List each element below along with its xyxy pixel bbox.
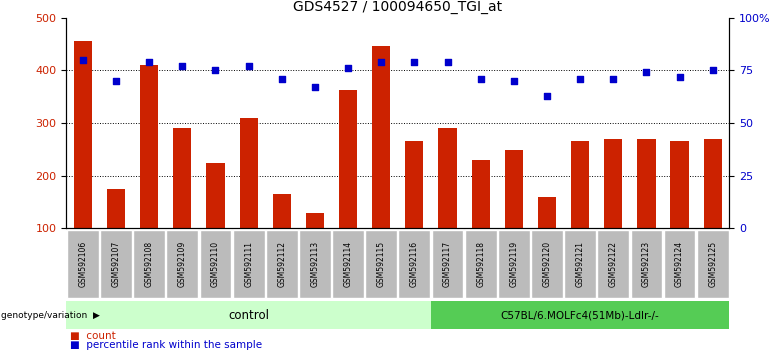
Bar (239, 118, 257, 228)
Bar (339, 90, 357, 228)
Bar (207, 162, 225, 228)
Bar (531, 230, 563, 298)
Bar (604, 139, 622, 228)
Bar (704, 139, 722, 228)
Bar (66, 301, 431, 330)
Text: GSM592110: GSM592110 (211, 241, 220, 287)
Bar (431, 230, 463, 298)
Text: GSM592121: GSM592121 (576, 241, 585, 287)
Bar (538, 197, 556, 228)
Bar (299, 230, 331, 298)
Bar (697, 230, 729, 298)
Point (508, 78, 520, 84)
Text: C57BL/6.MOLFc4(51Mb)-Ldlr-/-: C57BL/6.MOLFc4(51Mb)-Ldlr-/- (501, 310, 660, 320)
Bar (365, 230, 397, 298)
Point (342, 65, 354, 71)
Bar (133, 230, 165, 298)
Bar (74, 41, 92, 228)
Text: GSM592112: GSM592112 (277, 241, 286, 287)
Text: ■  count: ■ count (70, 331, 116, 341)
Bar (671, 142, 689, 228)
Point (375, 59, 388, 65)
Bar (571, 142, 589, 228)
Text: GSM592116: GSM592116 (410, 241, 419, 287)
Bar (67, 230, 99, 298)
Bar (564, 230, 596, 298)
Bar (232, 230, 264, 298)
Text: genotype/variation  ▶: genotype/variation ▶ (1, 311, 100, 320)
Bar (306, 212, 324, 228)
Text: GSM592120: GSM592120 (542, 241, 551, 287)
Text: GSM592123: GSM592123 (642, 241, 651, 287)
Bar (597, 230, 629, 298)
Point (143, 59, 155, 65)
Bar (173, 128, 191, 228)
Text: GSM592107: GSM592107 (112, 241, 121, 287)
Text: GSM592109: GSM592109 (178, 241, 187, 287)
Text: GSM592118: GSM592118 (476, 241, 485, 287)
Point (441, 59, 454, 65)
Title: GDS4527 / 100094650_TGI_at: GDS4527 / 100094650_TGI_at (293, 0, 502, 14)
Bar (166, 230, 198, 298)
Point (309, 84, 321, 90)
Point (607, 76, 619, 82)
Text: GSM592122: GSM592122 (608, 241, 618, 287)
Text: ■  percentile rank within the sample: ■ percentile rank within the sample (70, 341, 262, 350)
Bar (664, 230, 696, 298)
Text: GSM592111: GSM592111 (244, 241, 254, 287)
Bar (465, 230, 497, 298)
Bar (431, 301, 729, 330)
Point (243, 63, 255, 69)
Point (76, 57, 89, 63)
Point (275, 76, 288, 82)
Point (474, 76, 487, 82)
Bar (399, 230, 431, 298)
Bar (100, 230, 132, 298)
Point (574, 76, 587, 82)
Bar (498, 230, 530, 298)
Bar (107, 189, 125, 228)
Bar (273, 194, 291, 228)
Bar (406, 142, 424, 228)
Point (209, 68, 222, 73)
Bar (630, 230, 662, 298)
Point (541, 93, 553, 98)
Text: GSM592125: GSM592125 (708, 241, 718, 287)
Bar (472, 160, 490, 228)
Point (707, 68, 719, 73)
Text: GSM592113: GSM592113 (310, 241, 320, 287)
Text: control: control (228, 309, 269, 322)
Point (673, 74, 686, 80)
Bar (140, 65, 158, 228)
Point (110, 78, 122, 84)
Bar (332, 230, 364, 298)
Bar (505, 150, 523, 228)
Bar (637, 139, 655, 228)
Text: GSM592119: GSM592119 (509, 241, 519, 287)
Text: GSM592124: GSM592124 (675, 241, 684, 287)
Text: GSM592108: GSM592108 (144, 241, 154, 287)
Point (408, 59, 420, 65)
Point (640, 70, 653, 75)
Bar (200, 230, 232, 298)
Point (176, 63, 189, 69)
Bar (372, 46, 390, 228)
Bar (438, 128, 456, 228)
Text: GSM592115: GSM592115 (377, 241, 386, 287)
Text: GSM592106: GSM592106 (78, 241, 87, 287)
Text: GSM592114: GSM592114 (343, 241, 353, 287)
Bar (266, 230, 298, 298)
Text: GSM592117: GSM592117 (443, 241, 452, 287)
